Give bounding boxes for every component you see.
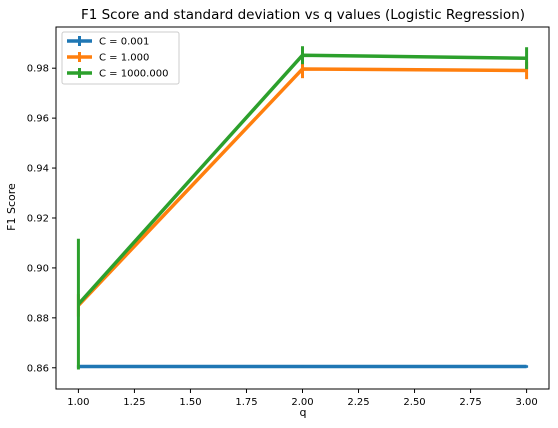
x-tick-label: 2.75: [459, 397, 481, 408]
legend-label: C = 1000.000: [99, 69, 168, 80]
x-tick-label: 2.00: [291, 397, 313, 408]
x-tick-label: 1.25: [123, 397, 145, 408]
x-tick-label: 2.25: [347, 397, 369, 408]
chart-title: F1 Score and standard deviation vs q val…: [81, 7, 525, 23]
legend: C = 0.001 C = 1.000 C = 1000.000: [61, 31, 180, 85]
x-tick-label: 1.50: [179, 397, 201, 408]
x-tick-label: 2.50: [403, 397, 425, 408]
x-tick-label: 3.00: [515, 397, 537, 408]
legend-label: C = 0.001: [99, 37, 149, 48]
legend-label: C = 1.000: [99, 53, 149, 64]
y-tick-label: 0.98: [27, 64, 49, 75]
x-axis-label: q: [300, 406, 307, 419]
x-tick-label: 1.00: [67, 397, 89, 408]
y-axis: 0.86 0.88 0.90 0.92 0.94 0.96 0.98: [27, 64, 56, 374]
series-line-3: [77, 53, 527, 306]
legend-box: [61, 31, 180, 85]
y-tick-label: 0.86: [27, 363, 49, 374]
x-tick-label: 1.75: [235, 397, 257, 408]
series-line-2: [77, 67, 527, 307]
plot-area: [55, 26, 550, 390]
y-tick-label: 0.92: [27, 213, 49, 224]
x-axis: 1.00 1.25 1.50 1.75 2.00 2.25 2.50 2.75 3.00: [67, 389, 538, 408]
y-tick-label: 0.94: [27, 164, 49, 175]
y-axis-label: F1 Score: [5, 183, 18, 231]
y-tick-label: 0.90: [27, 263, 49, 274]
y-tick-label: 0.88: [27, 313, 49, 324]
y-tick-label: 0.96: [27, 114, 49, 125]
